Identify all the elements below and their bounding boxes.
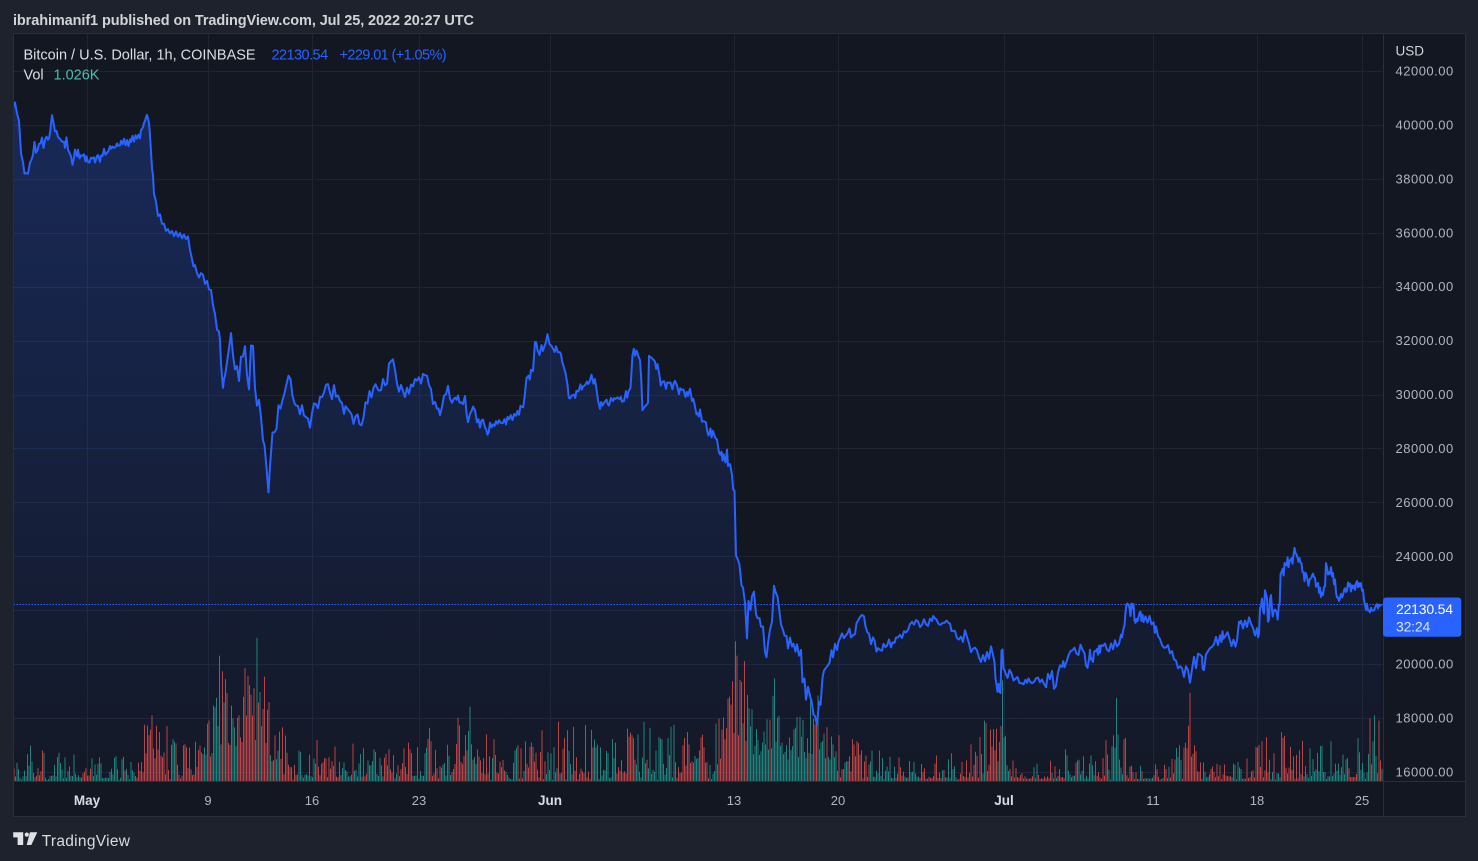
- svg-text:18000.00: 18000.00: [1396, 711, 1454, 726]
- svg-text:25: 25: [1355, 793, 1369, 808]
- svg-text:Jul: Jul: [994, 793, 1014, 808]
- svg-text:40000.00: 40000.00: [1396, 117, 1454, 132]
- svg-text:42000.00: 42000.00: [1396, 64, 1454, 79]
- svg-text:9: 9: [204, 793, 211, 808]
- svg-text:34000.00: 34000.00: [1396, 279, 1454, 294]
- svg-text:ibrahimanif1 published on Trad: ibrahimanif1 published on TradingView.co…: [13, 13, 474, 29]
- svg-text:18: 18: [1250, 793, 1264, 808]
- svg-text:23: 23: [412, 793, 426, 808]
- svg-text:32:24: 32:24: [1396, 619, 1430, 635]
- svg-text:May: May: [74, 793, 101, 808]
- svg-text:26000.00: 26000.00: [1396, 495, 1454, 510]
- svg-text:Vol: Vol: [24, 68, 44, 84]
- svg-text:1.026K: 1.026K: [54, 68, 100, 84]
- svg-text:+229.01 (+1.05%): +229.01 (+1.05%): [340, 48, 447, 64]
- svg-text:24000.00: 24000.00: [1396, 549, 1454, 564]
- svg-text:TradingView: TradingView: [42, 833, 131, 850]
- svg-text:22130.54: 22130.54: [272, 48, 329, 64]
- svg-text:USD: USD: [1396, 44, 1425, 59]
- svg-text:Jun: Jun: [538, 793, 562, 808]
- svg-text:38000.00: 38000.00: [1396, 171, 1454, 186]
- svg-text:16000.00: 16000.00: [1396, 765, 1454, 780]
- svg-text:20: 20: [831, 793, 845, 808]
- svg-text:Bitcoin / U.S. Dollar, 1h, COI: Bitcoin / U.S. Dollar, 1h, COINBASE: [24, 48, 256, 64]
- svg-text:16: 16: [305, 793, 319, 808]
- svg-text:22130.54: 22130.54: [1396, 601, 1453, 617]
- svg-text:11: 11: [1146, 793, 1160, 808]
- svg-text:13: 13: [727, 793, 741, 808]
- svg-text:28000.00: 28000.00: [1396, 441, 1454, 456]
- svg-text:32000.00: 32000.00: [1396, 333, 1454, 348]
- svg-text:20000.00: 20000.00: [1396, 657, 1454, 672]
- svg-text:36000.00: 36000.00: [1396, 225, 1454, 240]
- svg-text:30000.00: 30000.00: [1396, 387, 1454, 402]
